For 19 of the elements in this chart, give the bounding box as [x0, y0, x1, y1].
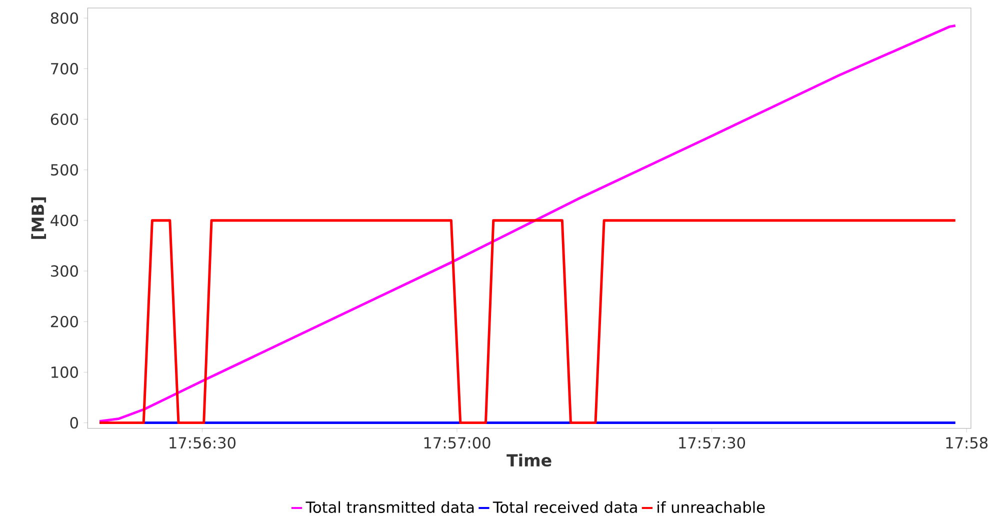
- legend-label: if unreachable: [658, 501, 765, 514]
- y-tick-label: 100: [52, 366, 78, 378]
- y-tick-label: 0: [70, 417, 78, 429]
- x-tick-label: 17:58: [946, 437, 988, 449]
- y-tick-label: 400: [50, 214, 78, 226]
- x-tick-label: 17:57:30: [679, 437, 746, 449]
- y-tick-label: 600: [50, 113, 78, 126]
- y-axis-title: [MB]: [31, 197, 46, 239]
- y-tick-label: 800: [50, 12, 78, 24]
- legend-label: Total received data: [492, 501, 637, 514]
- line-series: [98, 24, 957, 423]
- y-tick-label: 300: [51, 265, 78, 277]
- x-tick-label: 17:57:00: [424, 437, 490, 449]
- x-tick-label: 17:56:30: [170, 437, 236, 449]
- y-tick-label: 500: [51, 164, 78, 176]
- legend-label: Total transmitted data: [306, 501, 474, 514]
- y-tick-label: 200: [50, 316, 78, 328]
- y-tick-label: 700: [51, 62, 78, 74]
- x-axis-title: Time: [506, 454, 552, 467]
